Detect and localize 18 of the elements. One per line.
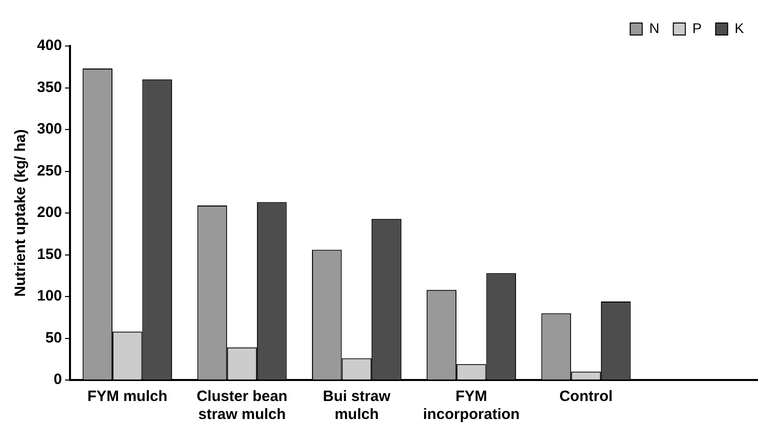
y-tick-label: 350 — [36, 78, 62, 96]
legend-label: N — [649, 20, 660, 36]
x-tick-label: Control — [559, 388, 613, 406]
x-tick-label: Bui straw mulch — [322, 388, 391, 424]
y-tick-label: 250 — [36, 162, 62, 180]
x-tick-label: FYM mulch — [87, 388, 168, 406]
legend-label: P — [692, 20, 702, 36]
legend-label: K — [734, 20, 745, 36]
y-tick-label: 100 — [36, 288, 62, 305]
y-axis-title: Nutrient uptake (kg/ ha) — [12, 129, 30, 297]
y-tick-label: 300 — [36, 120, 62, 138]
x-tick-label: FYM incorporation — [423, 388, 520, 424]
y-tick-label: 50 — [45, 329, 62, 346]
y-tick-label: 400 — [36, 37, 62, 54]
y-tick-label: 200 — [36, 204, 62, 222]
y-tick-label: 150 — [36, 246, 62, 263]
y-tick-label: 0 — [54, 371, 62, 388]
x-tick-label: Cluster bean straw mulch — [196, 388, 288, 424]
